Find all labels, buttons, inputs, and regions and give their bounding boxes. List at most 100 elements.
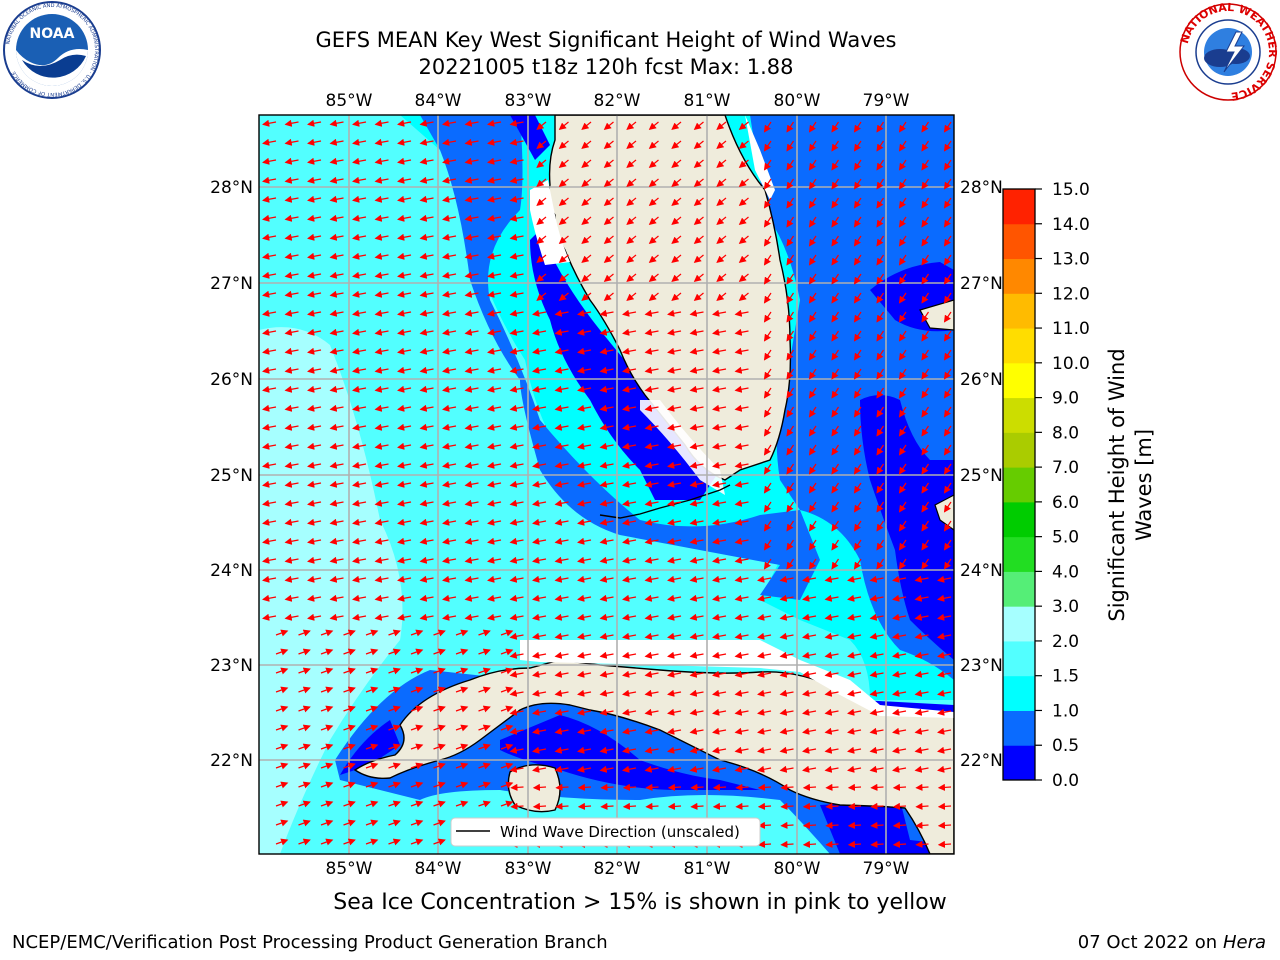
wind-arrow (671, 254, 682, 263)
wind-arrow (464, 347, 479, 355)
wind-arrow (307, 290, 322, 298)
wind-arrow (329, 195, 344, 203)
wind-arrow (262, 461, 277, 469)
wind-arrow (937, 708, 952, 716)
wind-arrow (599, 556, 614, 564)
wind-arrow (510, 783, 524, 791)
wind-arrow (622, 632, 637, 640)
wind-arrow (442, 385, 457, 393)
wind-arrow (599, 366, 614, 374)
wind-arrow (554, 632, 569, 640)
wind-arrow (599, 461, 614, 469)
wind-arrow (786, 330, 794, 342)
wind-arrow (532, 783, 547, 791)
wind-arrow (689, 613, 704, 621)
wind-arrow (712, 404, 727, 412)
wind-arrow (307, 309, 322, 317)
wind-arrow (802, 594, 817, 602)
wind-arrow (937, 575, 952, 583)
wind-arrow (712, 366, 727, 374)
wind-arrow (734, 366, 749, 374)
wind-arrow (329, 290, 344, 298)
wind-arrow (487, 461, 502, 469)
wind-arrow (876, 558, 884, 570)
wind-arrow (921, 178, 929, 190)
wind-arrow (419, 138, 434, 146)
colorbar-tick-label: 1.5 (1052, 667, 1079, 687)
wind-arrow (786, 463, 794, 475)
wind-arrow (352, 480, 367, 488)
wind-arrow (388, 667, 401, 675)
wind-arrow (757, 575, 772, 583)
wind-arrow (667, 746, 682, 754)
wind-arrow (397, 518, 412, 526)
wind-arrow (374, 404, 389, 412)
wind-arrow (275, 686, 289, 694)
wind-arrow (464, 423, 479, 431)
wind-arrow (307, 461, 322, 469)
wind-arrow (648, 197, 659, 206)
wind-arrow (712, 594, 727, 602)
wind-arrow (320, 705, 334, 713)
wind-arrow (478, 686, 491, 694)
wind-arrow (500, 667, 514, 675)
colorbar-ticks: 0.0 0.5 1.0 1.5 2.0 3.0 4.0 5.0 6.0 7.0 8.0 9.0 10.0… (1035, 180, 1090, 791)
wind-arrow (599, 670, 614, 678)
wind-arrow (577, 802, 592, 810)
wind-arrow (532, 575, 547, 583)
wind-arrow (298, 667, 311, 675)
wind-arrow (712, 708, 727, 716)
colorbar-swatch (1003, 745, 1035, 781)
wind-arrow (626, 273, 637, 282)
wind-arrow (898, 520, 907, 532)
wind-arrow (734, 575, 749, 583)
wind-arrow (284, 613, 299, 621)
wind-arrow (689, 366, 704, 374)
wind-arrow (853, 273, 862, 285)
wind-arrow (307, 594, 322, 602)
wind-arrow (892, 746, 907, 754)
wind-arrow (397, 556, 412, 564)
lon-label-bottom: 85°W (326, 859, 373, 879)
wind-arrow (558, 178, 569, 187)
wind-arrow (536, 121, 547, 130)
wind-arrow (943, 463, 952, 475)
wind-arrow (667, 347, 682, 355)
wind-arrow (554, 423, 569, 431)
wind-arrow (779, 651, 794, 659)
wind-arrow (509, 765, 524, 773)
wind-arrow (532, 499, 547, 507)
wind-arrow (554, 385, 569, 393)
wind-arrow (690, 802, 704, 810)
wind-arrow (622, 594, 637, 602)
wind-arrow (648, 121, 659, 130)
colorbar-swatch (1003, 328, 1035, 364)
wind-arrow (716, 140, 727, 149)
wind-arrow (577, 309, 592, 317)
colorbar-swatch (1003, 501, 1035, 538)
wind-arrow (712, 499, 727, 507)
colorbar-tick-label: 15.0 (1052, 180, 1090, 200)
wind-arrow (284, 537, 299, 545)
wind-arrow (307, 537, 322, 545)
wind-arrow (892, 575, 907, 583)
wind-arrow (716, 254, 727, 263)
wind-arrow (712, 689, 727, 697)
wind-arrow (626, 254, 637, 263)
wind-arrow (671, 159, 682, 168)
wind-arrow (757, 783, 772, 791)
wind-arrow (689, 404, 704, 412)
wind-arrow (397, 252, 412, 260)
wind-arrow (581, 121, 592, 130)
wind-arrow (943, 178, 952, 190)
wind-arrow (581, 273, 592, 282)
wind-arrow (397, 271, 412, 279)
wind-arrow (734, 347, 749, 355)
wind-arrow (487, 423, 502, 431)
wind-arrow (365, 724, 379, 732)
wind-arrow (500, 724, 514, 732)
wind-arrow (898, 368, 907, 380)
wind-arrow (365, 629, 379, 637)
wind-arrow (648, 273, 659, 282)
wind-arrow (329, 252, 344, 260)
